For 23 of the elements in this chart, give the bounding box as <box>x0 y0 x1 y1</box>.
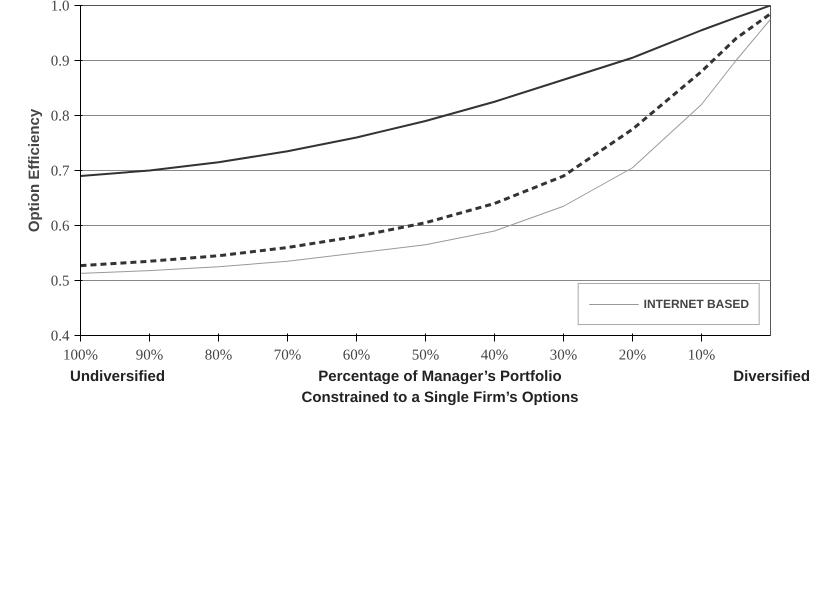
y-tick-label: 0.8 <box>50 108 70 124</box>
x-axis-title: Percentage of Manager’s Portfolio Constrained to a Single Firm’s Options <box>300 367 580 408</box>
y-tick-label: 0.9 <box>50 54 70 70</box>
y-tick-label: 0.6 <box>50 218 70 234</box>
x-tick-label: 100% <box>63 348 98 364</box>
y-tick-label: 0.5 <box>50 274 70 290</box>
x-tick-label: 70% <box>274 348 302 364</box>
y-tick-label: 0.4 <box>50 328 70 344</box>
x-tick-label: 10% <box>688 348 716 364</box>
text: Undiversified <box>70 367 166 387</box>
text: Diversified <box>732 367 810 387</box>
y-tick-label: 0.7 <box>50 164 70 180</box>
x-tick-label: 90% <box>136 348 164 364</box>
legend-label: INTERNET BASED <box>644 297 749 311</box>
x-tick-label: 60% <box>342 348 370 364</box>
x-tick-label: 20% <box>618 348 646 364</box>
x-tick-label: 50% <box>412 348 440 364</box>
x-tick-label: 80% <box>204 348 232 364</box>
y-axis-title: Option Efficiency <box>26 108 43 232</box>
x-tick-label: 40% <box>480 348 508 364</box>
line-series <box>80 6 770 177</box>
x-tick-label: 30% <box>550 348 578 364</box>
y-tick-label: 1.0 <box>50 0 70 14</box>
